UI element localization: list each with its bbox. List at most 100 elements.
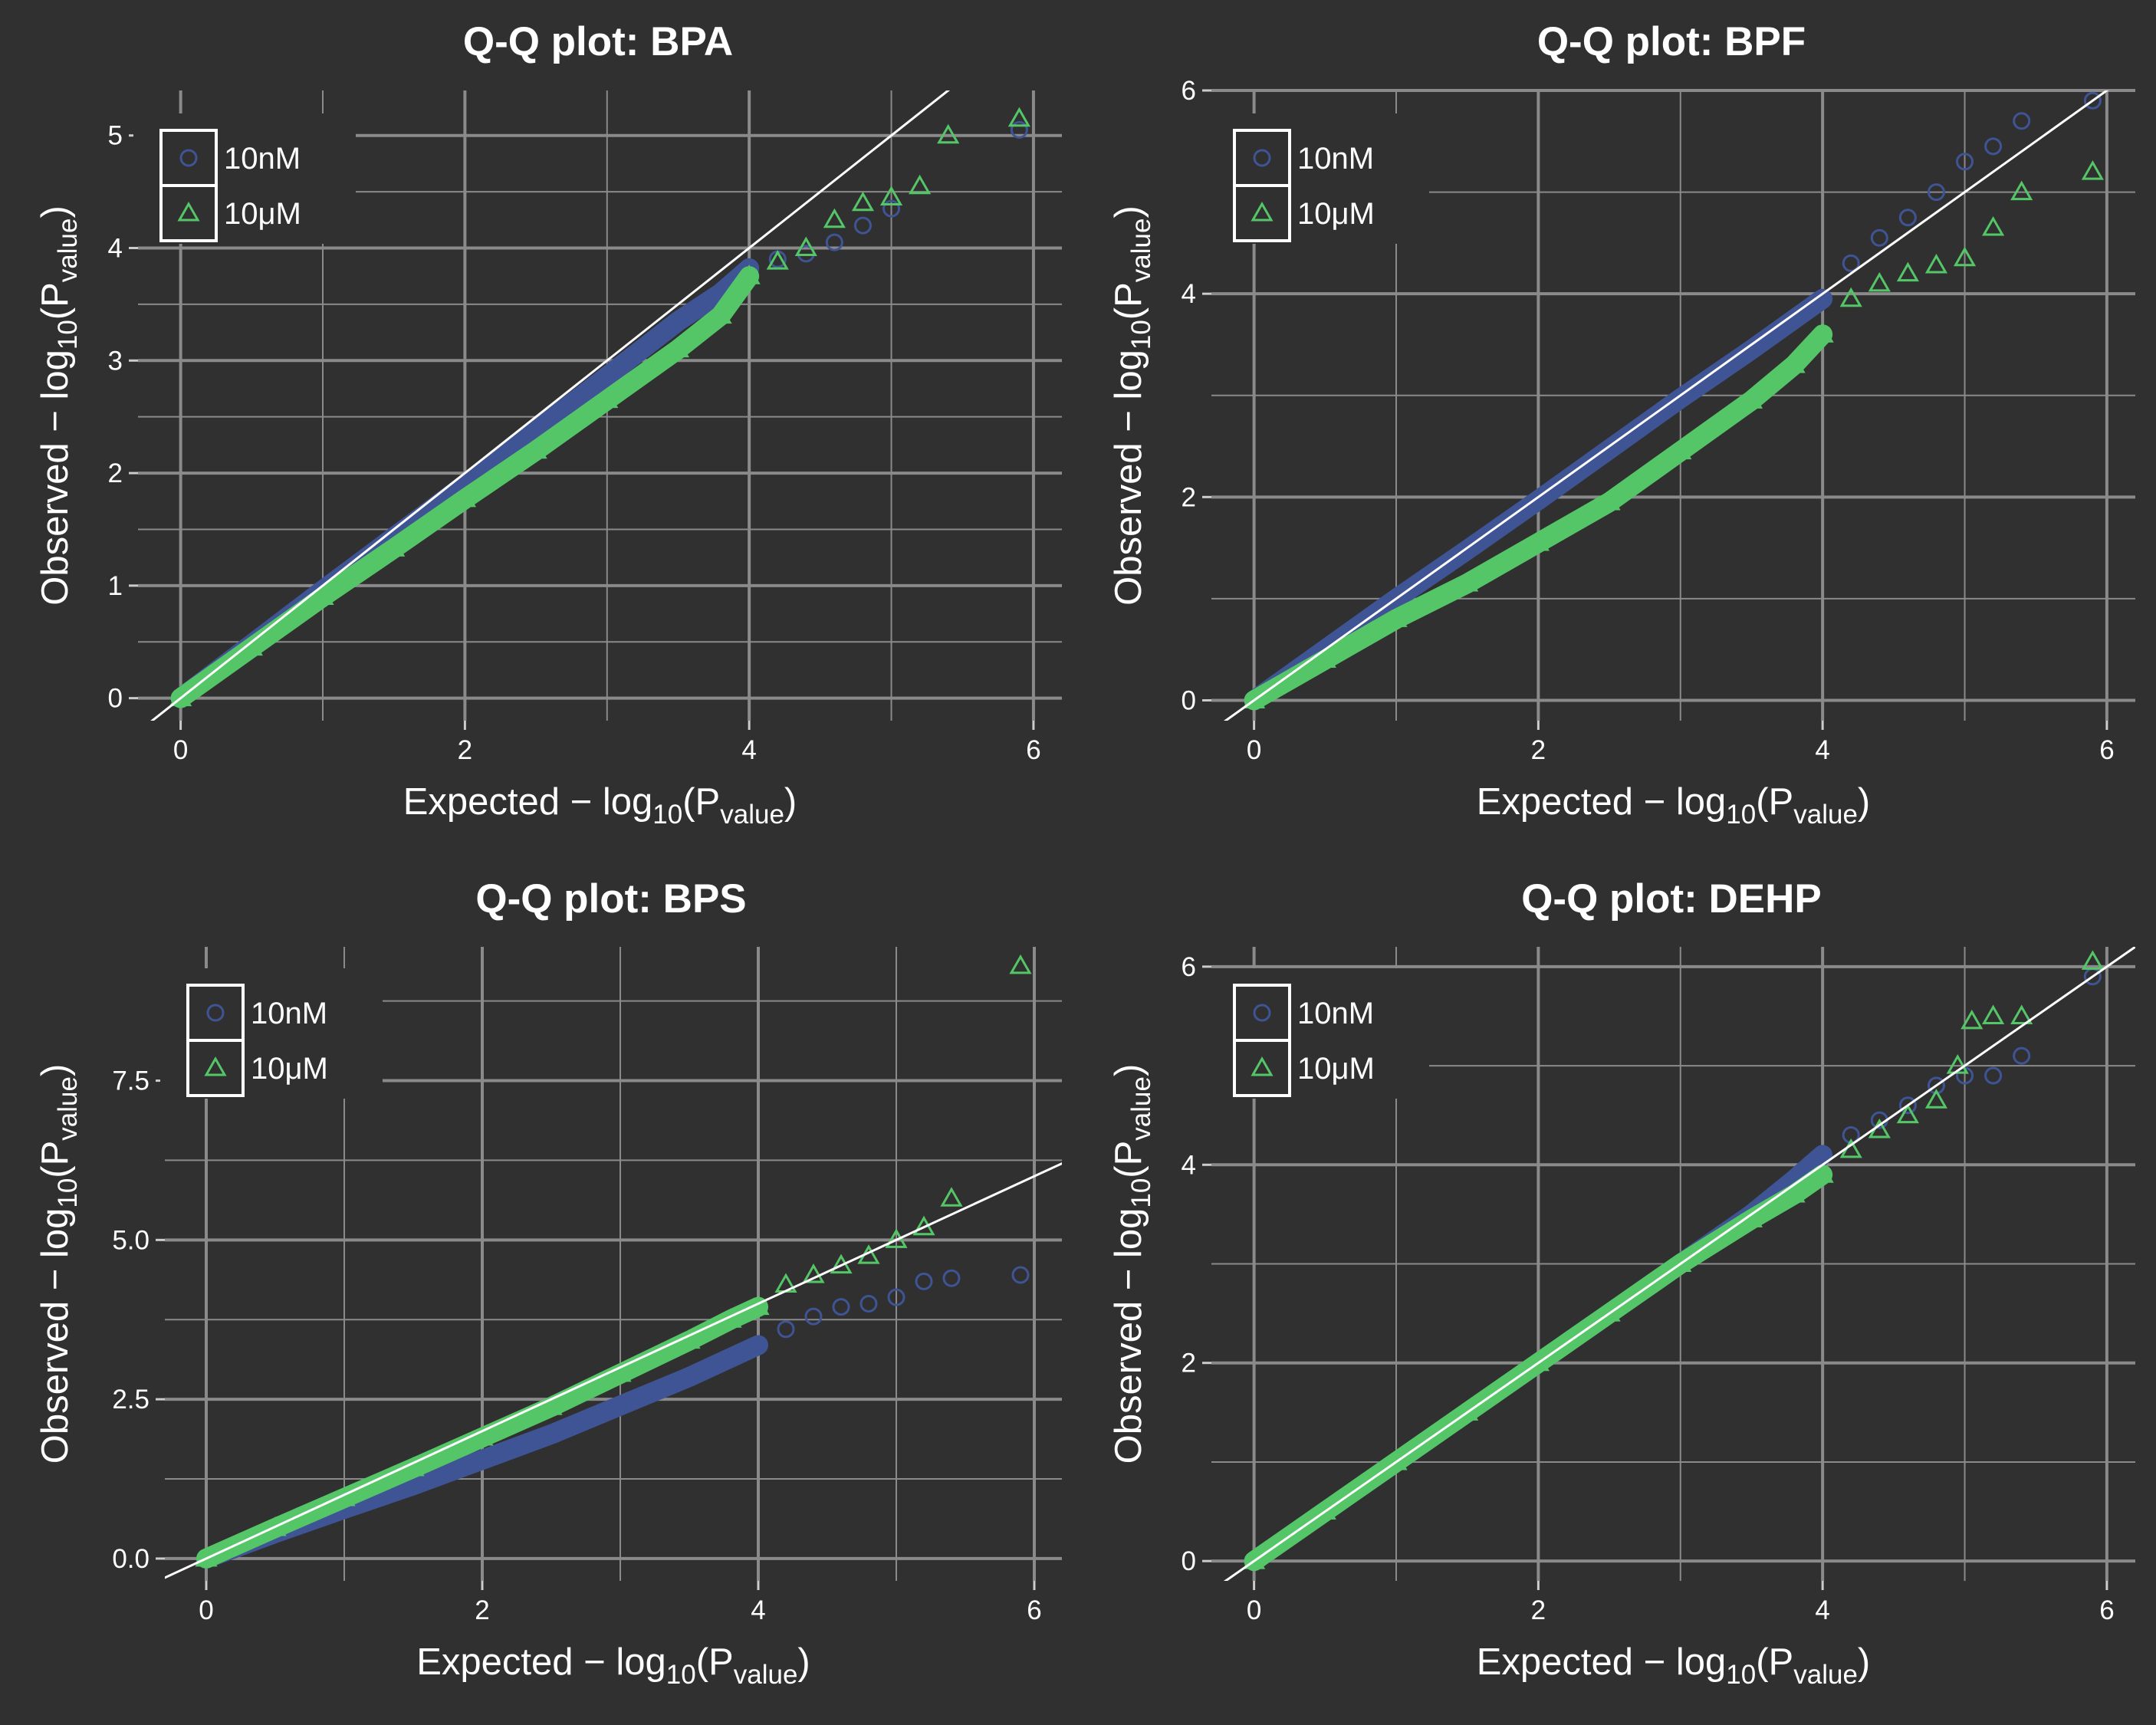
y-axis-label-sub10: 10 [53, 320, 83, 350]
y-axis-label: Observed − log10(Pvalue) [1108, 205, 1156, 606]
x-axis-label-main: Expected [403, 781, 560, 823]
x-axis-label-sub10: 10 [1726, 1660, 1756, 1690]
data-point [1956, 153, 1974, 171]
x-axis-label-minus: − log [1633, 781, 1726, 823]
legend-key-box [1233, 984, 1291, 1042]
data-point [2081, 950, 2104, 970]
x-tick-label: 4 [751, 1595, 765, 1625]
x-axis-label: Expected − log10(Pvalue) [416, 1641, 810, 1690]
ticks: 0 2 4 6 0 1 2 3 4 5 [108, 121, 1041, 765]
legend: 10nM 10μM [1207, 113, 1429, 244]
data-point [2081, 160, 2104, 180]
y-axis-label-minus: − log [35, 350, 76, 442]
data-point [882, 199, 901, 218]
data-point [402, 1456, 425, 1477]
data-point [2013, 112, 2031, 130]
data-point [1924, 1089, 1948, 1109]
y-axis-label-close: ) [1108, 1064, 1149, 1076]
x-axis-label-main: Expected [1477, 1641, 1633, 1683]
data-point [1924, 254, 1948, 274]
data-point [1387, 590, 1405, 608]
chart-title: Q-Q plot: BPA [463, 19, 733, 64]
data-point [1783, 353, 1806, 373]
data-point [1313, 648, 1336, 668]
data-point [383, 537, 406, 557]
x-axis-label-paren: (P [1756, 1641, 1793, 1683]
dense-band [170, 266, 760, 708]
x-axis-label: Expected − log10(Pvalue) [403, 781, 797, 830]
data-point [1811, 323, 1834, 343]
panel-3: Q-Q plot: BPS 0 2 4 6 0.0 2.5 5.0 7.5 Expected − … [35, 876, 1062, 1690]
data-point [859, 1294, 878, 1313]
y-axis-label-subval: value [1126, 219, 1156, 283]
ticks: 0 2 4 6 0 2 4 6 [1182, 952, 2115, 1625]
legend-label: 10μM [224, 197, 301, 231]
data-point [1839, 287, 1862, 307]
data-point [2013, 1046, 2031, 1065]
y-tick-label: 6 [1182, 952, 1196, 982]
data-point [1984, 137, 2003, 156]
data-point [942, 1269, 961, 1287]
legend-key-box [159, 129, 218, 187]
data-point [1671, 389, 1690, 408]
data-point [1982, 215, 2005, 236]
y-tick-label: 5.0 [112, 1225, 150, 1255]
series-10nM [196, 1266, 1030, 1569]
plot-area [150, 90, 1030, 721]
data-point [1896, 1103, 1919, 1124]
y-tick-label: 0 [1182, 1546, 1196, 1576]
x-axis-label-minus: − log [574, 1641, 666, 1683]
data-point [2010, 1004, 2033, 1024]
data-point [1842, 254, 1860, 272]
x-axis-label-minus: − log [560, 781, 652, 823]
y-axis-label-subval: value [1126, 1076, 1156, 1141]
x-axis-label-minus: − log [1633, 1641, 1726, 1683]
x-axis-label-main: Expected [416, 1641, 573, 1683]
data-point [2010, 180, 2033, 201]
x-tick-label: 4 [1815, 1595, 1829, 1625]
data-point [749, 1336, 767, 1354]
data-point [1870, 228, 1888, 247]
legend: 10nM 10μM [133, 113, 356, 244]
y-tick-label: 4 [1182, 279, 1196, 309]
legend-circle-icon [179, 149, 198, 167]
y-tick-label: 0.0 [112, 1544, 150, 1574]
legend-key-box [1233, 184, 1291, 242]
legend-triangle-icon [1251, 1056, 1274, 1076]
data-point [1600, 440, 1619, 458]
y-tick-label: 4 [108, 234, 123, 264]
data-point [1868, 271, 1891, 292]
legend-key-box [186, 1039, 245, 1097]
y-tick-label: 2 [108, 458, 123, 488]
data-point [264, 1516, 287, 1536]
y-tick-label: 2 [1182, 1349, 1196, 1378]
y-tick-label: 4 [1182, 1150, 1196, 1180]
legend-label: 10nM [251, 997, 327, 1030]
x-axis-label-subval: value [734, 1660, 798, 1690]
legend-triangle-icon [177, 201, 200, 222]
data-point [473, 1451, 491, 1469]
data-point [1009, 954, 1032, 974]
legend-triangle-icon [204, 1056, 227, 1076]
y-axis-label-sub10: 10 [1126, 1178, 1156, 1208]
data-point [1960, 1009, 1983, 1030]
data-point [1243, 688, 1266, 708]
y-axis-label-paren: (P [35, 282, 76, 320]
data-point [609, 1362, 632, 1382]
data-point [169, 686, 192, 707]
x-axis-label-close: ) [1858, 1641, 1870, 1683]
legend-key-box [1233, 1039, 1291, 1097]
y-axis-label-paren: (P [1108, 1141, 1149, 1178]
x-tick-label: 0 [1247, 735, 1261, 765]
legend-key-box [159, 184, 218, 242]
data-point [1669, 1252, 1692, 1272]
legend: 10nM 10μM [1207, 968, 1429, 1099]
chart-title: Q-Q plot: BPF [1537, 19, 1806, 64]
y-tick-label: 0 [108, 684, 123, 714]
series-10μM [1243, 160, 2104, 711]
legend-label: 10μM [1297, 197, 1375, 231]
y-tick-label: 1 [108, 571, 123, 601]
y-axis-label-sub10: 10 [1126, 320, 1156, 350]
x-axis-label-sub10: 10 [652, 800, 682, 830]
